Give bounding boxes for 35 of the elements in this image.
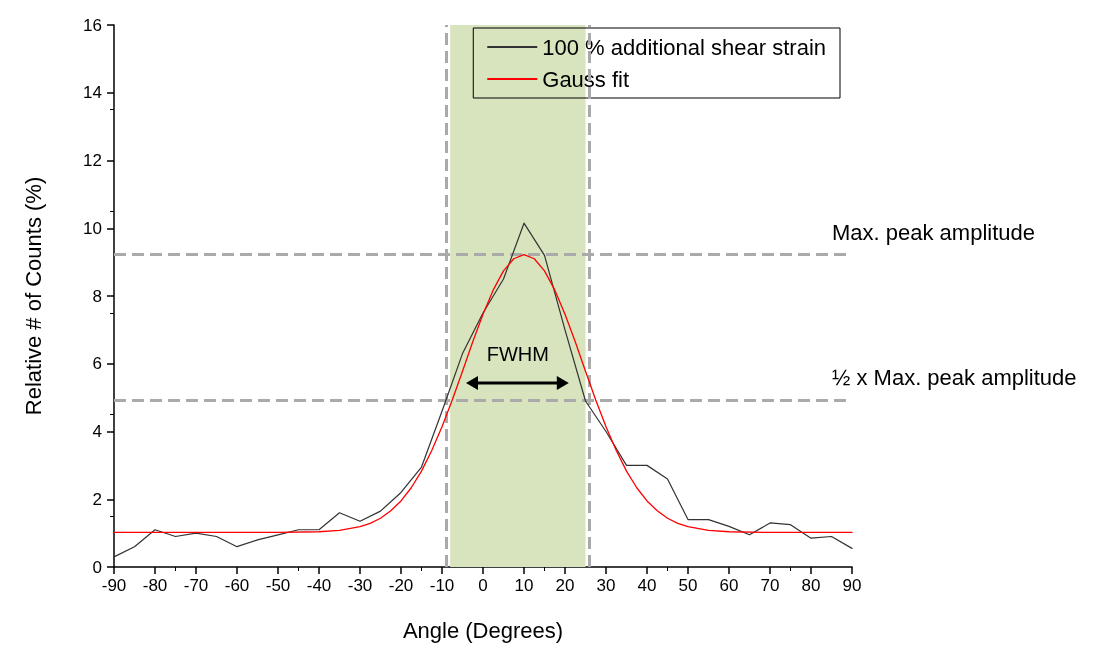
y-axis-title: Relative # of Counts (%) [20,176,46,416]
x-tick-label: 90 [842,576,862,595]
ref-line-label: Max. peak amplitude [832,219,1035,245]
x-tick-label: -40 [306,576,332,595]
line-series [113,254,853,534]
x-tick-label: 80 [801,576,821,595]
x-tick-label: 0 [478,576,488,595]
x-tick-label: -20 [388,576,414,595]
ref-line-label: ½ x Max. peak amplitude [832,365,1077,391]
x-tick-label: -30 [347,576,373,595]
y-tick-label: 10 [83,218,102,238]
y-tick-label: 4 [92,422,102,441]
x-tick-label: 30 [596,576,616,595]
x-tick-label: -80 [142,576,168,595]
x-tick-label: 10 [514,576,534,595]
band-label: FWHM [485,342,550,366]
x-tick-label: -10 [429,576,455,595]
y-tick-label: 2 [92,489,102,509]
x-tick-label: 60 [719,576,739,595]
x-tick-label: 20 [555,576,575,595]
x-tick-label: -50 [265,576,291,595]
x-tick-label: -60 [224,576,250,595]
y-tick-label: 6 [92,354,102,374]
y-tick-label: 8 [92,286,102,306]
x-tick-label: 40 [637,576,657,595]
x-axis-title: Angle (Degrees) [402,617,564,643]
y-tick-label: 14 [83,83,102,103]
y-tick-label: 12 [83,151,102,170]
y-tick-label: 0 [92,557,102,577]
x-tick-label: -70 [183,576,209,595]
x-tick-label: -90 [101,576,127,595]
y-tick-label: 16 [83,15,102,35]
x-tick-label: 70 [760,576,780,595]
x-tick-label: 50 [678,576,698,595]
legend-label: Gauss fit [542,66,630,92]
